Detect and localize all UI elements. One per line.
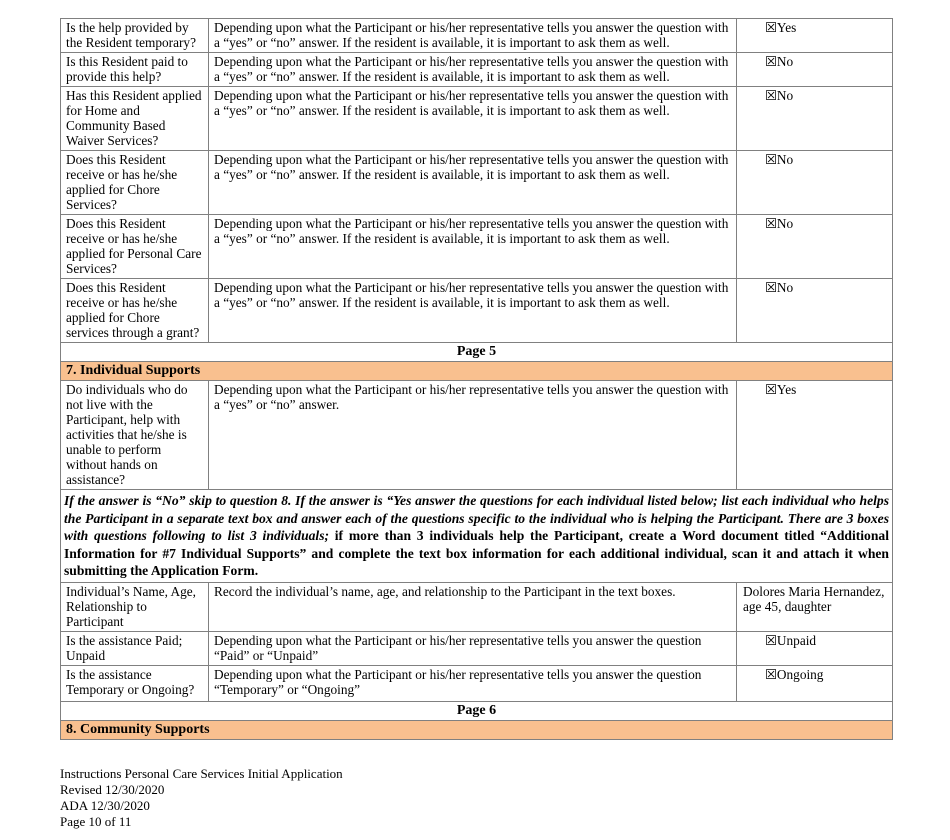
instructions-paragraph-row: If the answer is “No” skip to question 8… [60,489,893,583]
table-row: Does this Resident receive or has he/she… [60,278,893,343]
instruction-cell-text: Depending upon what the Participant or h… [214,666,702,697]
instruction-cell-text: Depending upon what the Participant or h… [214,20,729,50]
question-cell-text: Individual’s Name, Age, Relationship to … [66,583,196,629]
answer-cell[interactable]: ☒No [736,86,893,151]
page-5-label: Page 5 [60,342,893,362]
answer-cell-text: ☒Ongoing [765,666,824,682]
question-cell: Is the assistance Temporary or Ongoing? [60,664,209,702]
instruction-cell: Depending upon what the Participant or h… [208,664,737,702]
instruction-cell-text: Depending upon what the Participant or h… [214,382,729,412]
answer-cell-text: ☒No [765,88,794,103]
question-cell-text: Is the assistance Temporary or Ongoing? [66,666,195,697]
table-row: Individual’s Name, Age, Relationship to … [60,581,893,632]
answer-cell[interactable]: ☒Unpaid [736,630,893,666]
table-row: Has this Resident applied for Home and C… [60,86,893,151]
page-6-label: Page 6 [60,700,893,721]
answer-cell-text: ☒Yes [765,382,797,397]
answer-cell[interactable]: ☒Ongoing [736,664,893,702]
instruction-cell-text: Depending upon what the Participant or h… [214,88,729,118]
italic-instructions: If the answer is “No” skip to question 8… [64,493,889,543]
instruction-cell-text: Depending upon what the Participant or h… [214,152,729,182]
table-row: Is this Resident paid to provide this he… [60,52,893,87]
instruction-cell-text: Depending upon what the Participant or h… [214,280,729,310]
answer-cell[interactable]: ☒Yes [736,18,893,53]
bold-instructions: if more than 3 individuals help the Part… [64,528,889,578]
answer-cell-text: ☒No [765,216,794,231]
answer-cell[interactable]: ☒No [736,52,893,87]
instruction-cell: Depending upon what the Participant or h… [208,86,737,151]
answer-cell-text: ☒No [765,54,794,69]
page-6-label-row: Page 6 [60,700,893,721]
instruction-cell-text: Depending upon what the Participant or h… [214,216,729,246]
footer-revised: Revised 12/30/2020 [60,781,165,797]
question-cell-text: Has this Resident applied for Home and C… [66,88,202,148]
question-cell: Does this Resident receive or has he/she… [60,150,209,215]
question-cell-text: Does this Resident receive or has he/she… [66,216,202,276]
instruction-cell: Depending upon what the Participant or h… [208,380,737,490]
question-cell-text: Is this Resident paid to provide this he… [66,54,188,84]
table-row: Do individuals who do not live with the … [60,380,893,490]
question-cell: Does this Resident receive or has he/she… [60,214,209,279]
table-row: Is the help provided by the Resident tem… [60,18,893,53]
section-8-header: 8. Community Supports [60,719,893,740]
table-row: Does this Resident receive or has he/she… [60,214,893,279]
instruction-cell: Depending upon what the Participant or h… [208,630,737,666]
answer-cell[interactable]: Dolores Maria Hernandez, age 45, daughte… [736,581,893,632]
question-cell: Do individuals who do not live with the … [60,380,209,490]
answer-cell-text: ☒Unpaid [765,632,817,648]
question-cell: Is the assistance Paid; Unpaid [60,630,209,666]
footer-title: Instructions Personal Care Services Init… [60,765,343,781]
answer-cell-text: ☒No [765,280,794,295]
answer-cell[interactable]: ☒Yes [736,380,893,490]
instruction-cell: Depending upon what the Participant or h… [208,52,737,87]
answer-cell-text: ☒Yes [765,20,797,35]
answer-cell[interactable]: ☒No [736,150,893,215]
footer-ada: ADA 12/30/2020 [60,797,150,813]
instruction-cell-text: Depending upon what the Participant or h… [214,54,729,84]
answer-cell-text: ☒No [765,152,794,167]
question-cell-text: Is the assistance Paid; Unpaid [66,632,183,663]
instruction-cell-text: Depending upon what the Participant or h… [214,632,702,663]
table-row: Is the assistance Paid; Unpaid Depending … [60,630,893,666]
table-row: Does this Resident receive or has he/she… [60,150,893,215]
instructions-paragraph: If the answer is “No” skip to question 8… [60,489,893,583]
instruction-cell: Depending upon what the Participant or h… [208,278,737,343]
instruction-cell: Depending upon what the Participant or h… [208,214,737,279]
question-cell-text: Does this Resident receive or has he/she… [66,152,178,212]
question-cell: Is the help provided by the Resident tem… [60,18,209,53]
section-7-header-row: 7. Individual Supports [60,361,893,381]
instruction-cell: Record the individual’s name, age, and r… [208,581,737,632]
question-cell: Individual’s Name, Age, Relationship to … [60,581,209,632]
instruction-cell-text: Record the individual’s name, age, and r… [214,583,676,599]
question-cell-text: Is the help provided by the Resident tem… [66,20,196,50]
answer-cell[interactable]: ☒No [736,278,893,343]
question-cell: Does this Resident receive or has he/she… [60,278,209,343]
question-cell: Is this Resident paid to provide this he… [60,52,209,87]
footer: Instructions Personal Care Services Init… [60,766,892,840]
section-8-header-row: 8. Community Supports [60,719,893,740]
instruction-cell: Depending upon what the Participant or h… [208,18,737,53]
page-5-label-row: Page 5 [60,342,893,362]
question-cell-text: Does this Resident receive or has he/she… [66,280,200,340]
footer-page-number: Page 10 of 11 [60,813,132,829]
answer-cell-text: Dolores Maria Hernandez, age 45, daughte… [743,583,885,614]
instructions-table: Is the help provided by the Resident tem… [60,18,893,740]
question-cell-text: Do individuals who do not live with the … [66,382,188,487]
table-row: Is the assistance Temporary or Ongoing? D… [60,664,893,702]
instruction-cell: Depending upon what the Participant or h… [208,150,737,215]
document-page: Is the help provided by the Resident tem… [60,18,893,840]
answer-cell[interactable]: ☒No [736,214,893,279]
question-cell: Has this Resident applied for Home and C… [60,86,209,151]
section-7-header: 7. Individual Supports [60,361,893,381]
